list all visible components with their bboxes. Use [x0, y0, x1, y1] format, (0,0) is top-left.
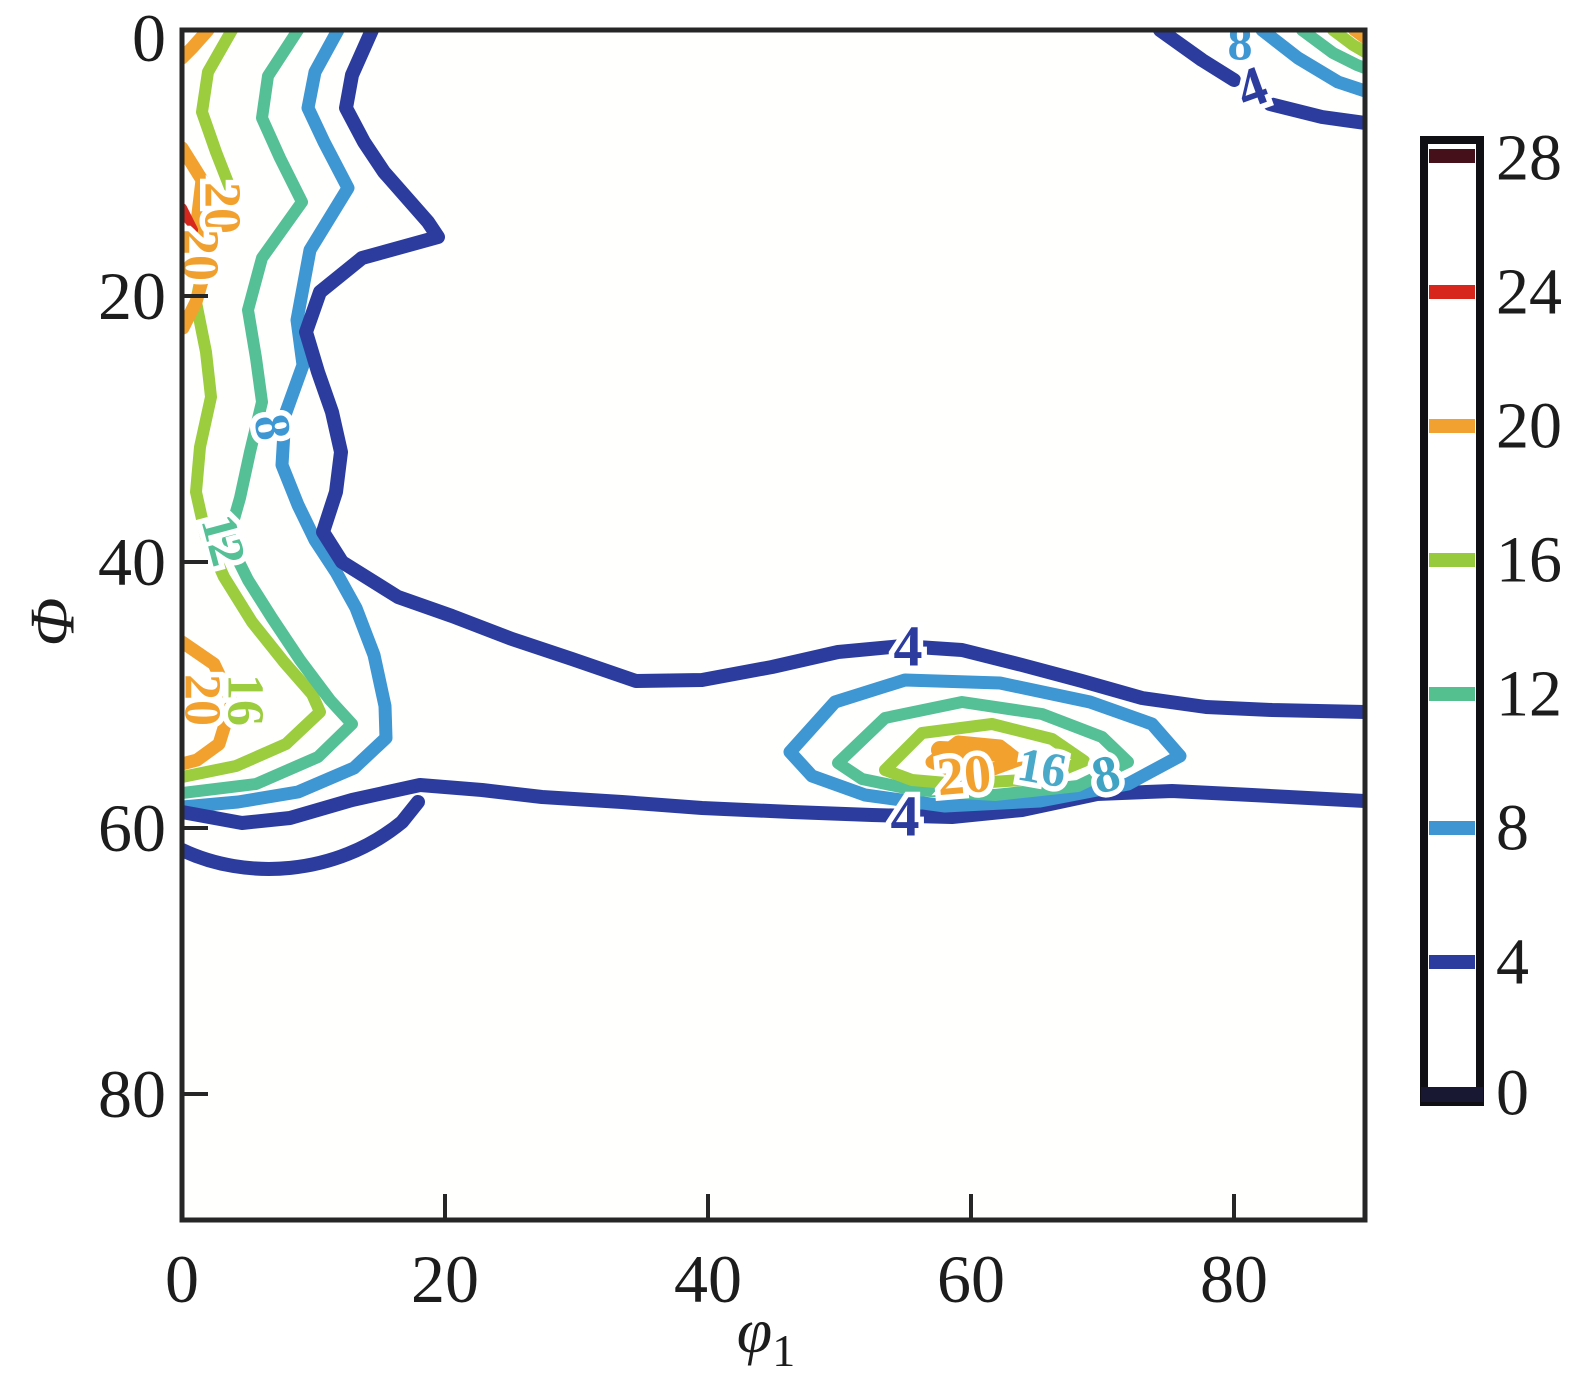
colorbar-label-24: 24 [1496, 256, 1562, 329]
x-ticklabel-60: 60 [937, 1241, 1005, 1317]
colorbar-band-28 [1429, 149, 1475, 163]
contour-label-16: 16 [1014, 738, 1070, 799]
contour-12-center-blob [832, 696, 1134, 801]
colorbar-label-16: 16 [1496, 524, 1562, 597]
x-axis-label-phi: φ [737, 1295, 772, 1366]
contour-label-4: 4 [891, 784, 920, 849]
contour-4-topright-a [1153, 30, 1241, 87]
contour-8-topright [1255, 30, 1365, 98]
contour-layer: 20 20 8 12 20 16 4 4 20 16 8 8 4 [172, 14, 1365, 876]
y-ticklabel-60: 60 [98, 790, 166, 866]
colorbar-band-24 [1429, 285, 1475, 299]
colorbar-label-8: 8 [1496, 792, 1529, 865]
contour-label-20: 20 [172, 229, 229, 281]
contour-16-left-ridge [182, 30, 326, 783]
contour-8-center-blob [783, 673, 1187, 813]
colorbar-band-16 [1429, 553, 1475, 567]
y-ticklabel-20: 20 [98, 258, 166, 334]
y-ticklabel-0: 0 [132, 0, 166, 76]
colorbar-labels: 28 24 20 16 12 8 4 0 [1496, 122, 1562, 1130]
colorbar-label-28: 28 [1496, 122, 1562, 195]
y-ticklabel-80: 80 [98, 1056, 166, 1132]
plot-frame [179, 27, 1368, 1223]
plot-area [182, 30, 1365, 1220]
x-ticklabel-80: 80 [1200, 1241, 1268, 1317]
contour-label-20: 20 [934, 743, 993, 807]
x-ticklabel-20: 20 [411, 1241, 479, 1317]
contour-20-left-cluster [182, 635, 239, 771]
contour-4-lower-band [182, 778, 1365, 830]
colorbar-label-0: 0 [1496, 1057, 1529, 1130]
contour-16-topright [1327, 30, 1365, 58]
colorbar-label-12: 12 [1496, 658, 1562, 731]
contour-4-left-ridge-upper-band [299, 30, 1365, 719]
contour-20-left-edge [182, 141, 214, 335]
contour-label-4: 4 [894, 614, 923, 679]
colorbar-band-0 [1421, 1087, 1483, 1102]
contour-label-20: 20 [174, 674, 231, 726]
contour-8-left-ridge [182, 30, 393, 814]
x-ticklabel-0: 0 [165, 1241, 199, 1317]
contour-20-center-scribble [931, 741, 1014, 762]
colorbar-band-8 [1429, 821, 1475, 835]
colorbar-band-4 [1429, 955, 1475, 969]
colorbar-frame [1420, 136, 1484, 1106]
colorbar-label-4: 4 [1496, 926, 1529, 999]
colorbar-label-20: 20 [1496, 390, 1562, 463]
contour-label-16: 16 [217, 674, 274, 726]
y-ticklabel-40: 40 [98, 524, 166, 600]
colorbar: 28 24 20 16 12 8 4 0 [1420, 122, 1562, 1130]
tick-marks [184, 294, 1236, 1218]
contour-20-topleft-corner [182, 30, 215, 65]
x-axis-label-sub1: 1 [772, 1325, 795, 1376]
colorbar-bands [1421, 149, 1483, 1102]
contour-label-20: 20 [194, 182, 251, 234]
y-axis-label: Φ [17, 598, 88, 647]
x-ticklabel-40: 40 [674, 1241, 742, 1317]
colorbar-band-20 [1429, 419, 1475, 433]
contour-16-center-blob [879, 718, 1090, 790]
contour-12-topright [1296, 30, 1365, 74]
contour-12-left-ridge [182, 30, 358, 799]
contour-4-topright-b [1263, 97, 1365, 130]
contour-label-8: 8 [1228, 14, 1253, 70]
contour-4-bottom-left-lobe [182, 795, 425, 876]
colorbar-band-12 [1429, 687, 1475, 701]
x-axis-label: φ1 [737, 1295, 795, 1376]
